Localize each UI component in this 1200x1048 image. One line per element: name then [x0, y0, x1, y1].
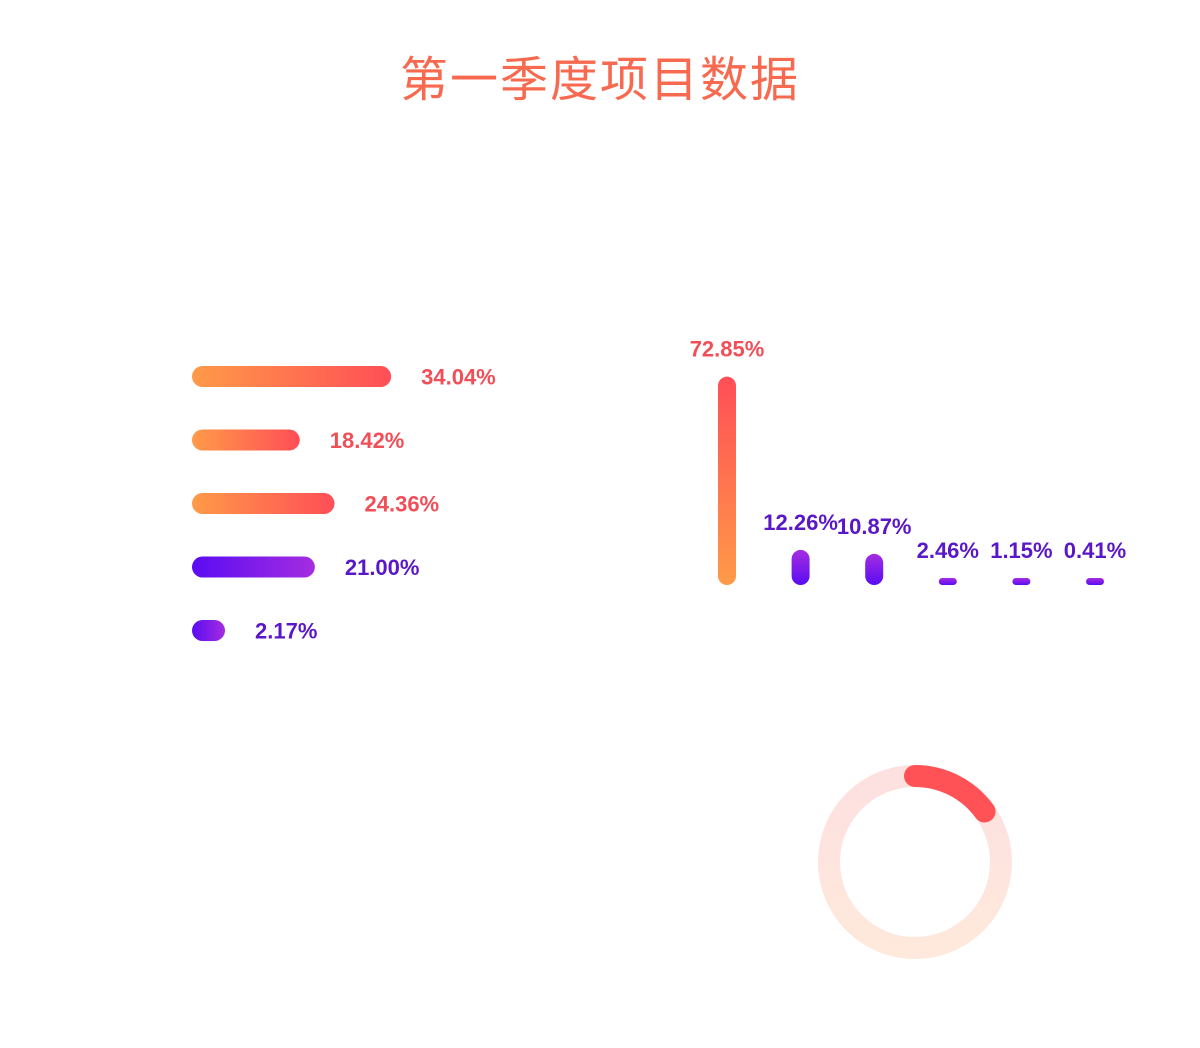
hbar-3 [192, 556, 315, 578]
vbar-3 [938, 577, 957, 585]
vbar-label-0: 72.85% [690, 337, 765, 362]
hbar-label-4: 2.17% [255, 619, 317, 644]
vbar-0 [718, 376, 736, 585]
vbar-label-5: 0.41% [1064, 538, 1126, 563]
hbar-1 [192, 429, 300, 451]
page-title: 第一季度项目数据 [399, 52, 800, 108]
vbar-label-2: 10.87% [837, 514, 912, 539]
vbar-5 [1086, 578, 1104, 585]
hbar-label-2: 24.36% [365, 492, 440, 517]
hbar-label-3: 21.00% [345, 555, 420, 580]
hbar-0 [192, 366, 392, 387]
hbar-4 [192, 620, 225, 641]
horizontal-bar-chart: 34.04% 18.42% 24.36% 21.00% 2.17% [192, 365, 496, 644]
hbar-label-0: 34.04% [421, 365, 496, 390]
hbar-2 [192, 493, 335, 514]
vbar-label-4: 1.15% [990, 538, 1052, 563]
donut-chart [818, 765, 1012, 959]
donut-arc-0 [904, 765, 996, 823]
hbar-label-1: 18.42% [330, 428, 405, 453]
vbar-2 [865, 553, 884, 585]
vbar-label-3: 2.46% [917, 538, 979, 563]
vbar-1 [791, 549, 810, 585]
vbar-4 [1012, 578, 1031, 585]
vertical-bar-chart: 72.85% 12.26%10.87%2.46% 1.15% 0.41% [690, 337, 1126, 585]
vbar-label-1: 12.26% [763, 510, 838, 535]
